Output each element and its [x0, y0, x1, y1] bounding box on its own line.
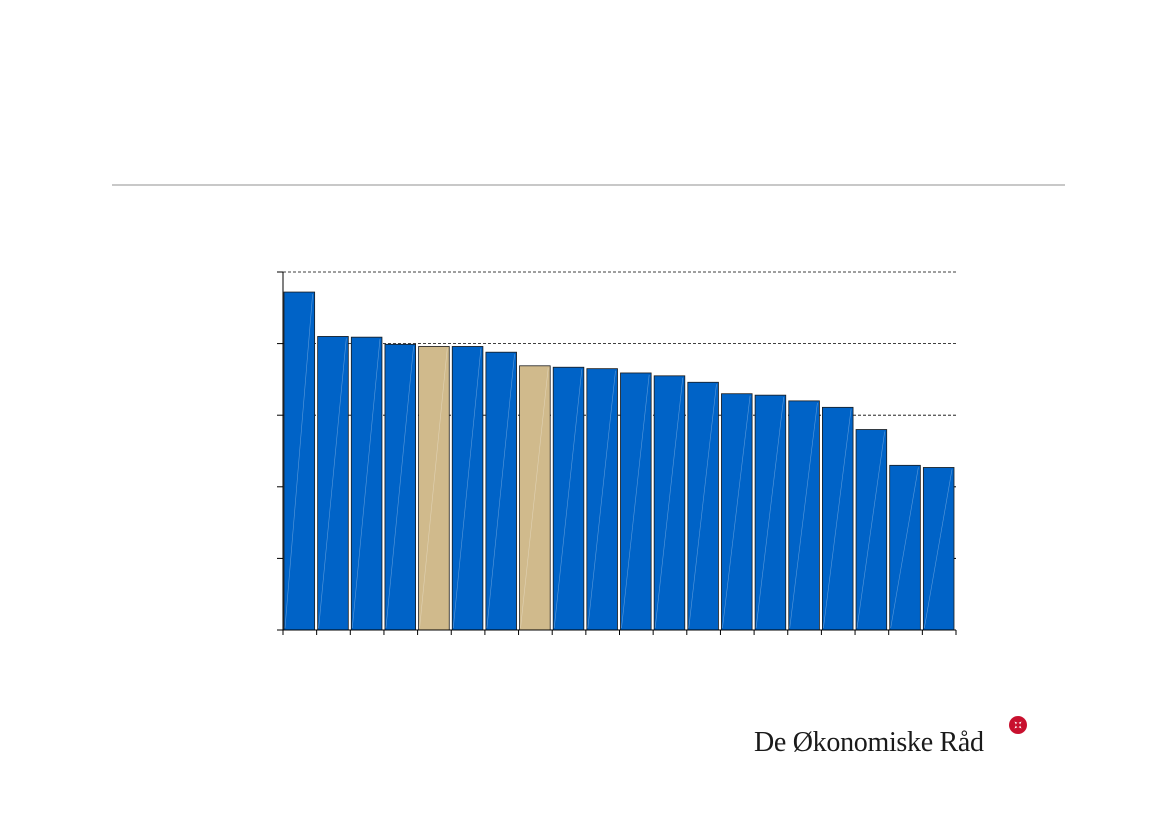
- bar-19: [889, 464, 921, 631]
- bar-9: [552, 366, 585, 631]
- bar-sheen-8: [520, 367, 549, 629]
- bar-17: [822, 406, 854, 631]
- bar-4: [384, 343, 417, 631]
- bar-3: [350, 336, 383, 631]
- logo-text: De Økonomiske Råd: [754, 727, 984, 758]
- gridlines: [283, 271, 956, 416]
- bar-sheen-7: [486, 354, 515, 629]
- bar-1: [283, 291, 316, 631]
- bar-sheen-16: [789, 402, 818, 629]
- bar-sheen-19: [890, 467, 919, 629]
- bar-sheen-10: [587, 370, 616, 629]
- bar-11: [620, 372, 652, 631]
- bar-sheen-18: [856, 431, 885, 629]
- bars: [283, 291, 955, 631]
- bar-20: [922, 467, 955, 631]
- bar-sheen-12: [654, 377, 684, 629]
- bar-sheen-20: [924, 469, 953, 629]
- bar-13: [687, 381, 719, 631]
- bar-sheen-4: [385, 346, 414, 629]
- bar-16: [788, 400, 820, 631]
- bar-12: [653, 375, 686, 631]
- header-rule: [112, 184, 1065, 186]
- bar-sheen-3: [352, 339, 381, 629]
- bar-sheen-15: [755, 397, 785, 629]
- bar-10: [586, 368, 618, 631]
- bar-sheen-14: [722, 395, 751, 629]
- bar-sheen-1: [284, 294, 313, 629]
- bar-6: [451, 346, 484, 631]
- bar-7: [485, 351, 517, 631]
- bar-sheen-5: [419, 348, 448, 629]
- bar-8: [519, 365, 551, 631]
- bar-15: [754, 394, 787, 631]
- bar-14: [721, 393, 753, 631]
- bar-sheen-9: [553, 369, 583, 629]
- bar-sheen-11: [621, 374, 650, 629]
- bar-sheen-13: [688, 384, 717, 629]
- bar-sheen-2: [318, 338, 347, 629]
- axes: [277, 271, 957, 635]
- bar-5: [418, 346, 450, 631]
- bar-sheen-17: [823, 409, 852, 629]
- star-emblem-icon: [1009, 716, 1027, 734]
- bar-sheen-6: [452, 348, 482, 629]
- logo: De Økonomiske Råd: [754, 713, 1044, 759]
- bar-2: [317, 336, 349, 631]
- bar-18: [855, 429, 888, 631]
